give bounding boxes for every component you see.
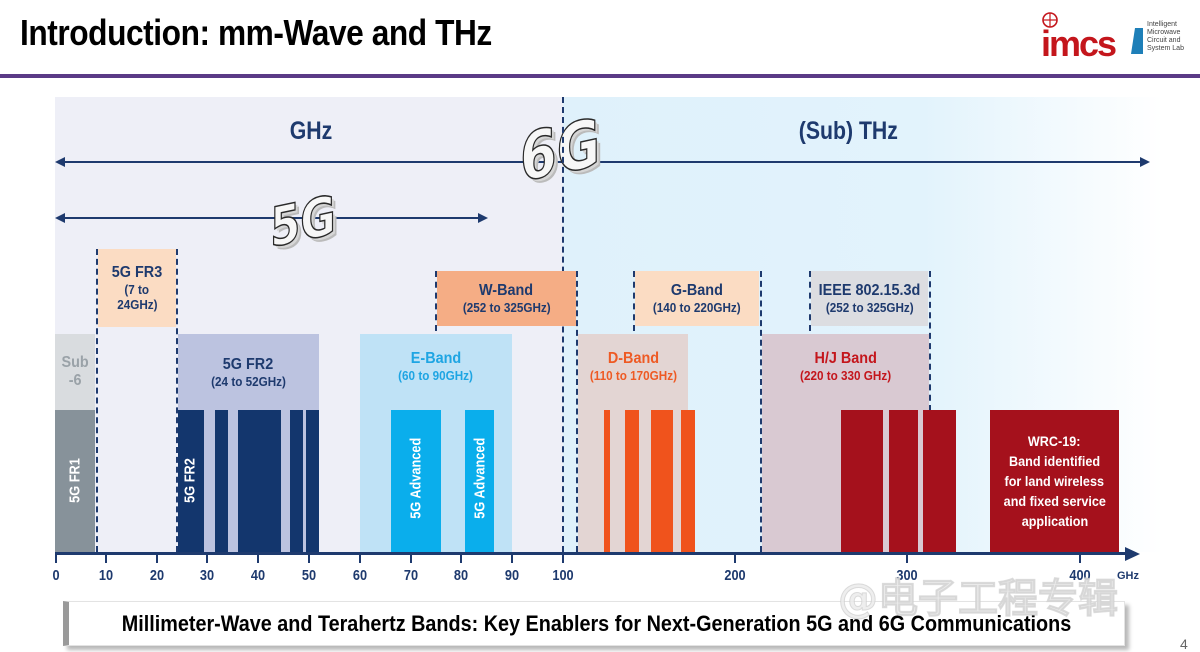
axis-tick: [410, 554, 412, 563]
axis-tick-label: 10: [98, 567, 114, 584]
arrow-right-icon: [478, 213, 488, 223]
axis-tick: [734, 554, 736, 563]
caption-box: Millimeter-Wave and Terahertz Bands: Key…: [63, 601, 1125, 646]
fr3-right-dash: [176, 249, 178, 552]
sub6-box: Sub -6: [55, 334, 95, 410]
axis-tick: [257, 554, 259, 563]
5g-advanced-label: 5G Advanced: [471, 437, 489, 519]
axis-tick-label: 0: [52, 567, 60, 584]
axis-tick-label: 80: [453, 567, 469, 584]
axis-tick-label: 70: [403, 567, 419, 584]
gband-left-dash: [633, 271, 635, 331]
axis-tick: [460, 554, 462, 563]
fr2-vertical-label: 5G FR2: [181, 458, 199, 503]
svg-text:imcs: imcs: [1041, 23, 1116, 63]
hjband-bar: [923, 410, 956, 552]
5g-advanced-bar: [391, 410, 441, 552]
logo-subtitle: Intelligent Microwave Circuit and System…: [1147, 21, 1184, 52]
axis-tick: [511, 554, 513, 563]
6g-range-arrow: [60, 161, 1145, 163]
axis-arrow-icon: [1125, 547, 1140, 561]
arrow-right-icon: [1140, 157, 1150, 167]
axis-tick: [206, 554, 208, 563]
axis-tick: [156, 554, 158, 563]
page-number: 4: [1180, 636, 1188, 652]
axis-tick: [359, 554, 361, 563]
fr3-box: 5G FR3 (7 to 24GHz): [98, 249, 176, 327]
wrc19-box: WRC-19: Band identified for land wireles…: [990, 410, 1119, 552]
slide-title: Introduction: mm-Wave and THz: [20, 12, 492, 53]
axis-tick-label: 50: [301, 567, 317, 584]
fr2-box: 5G FR2 (24 to 52GHz): [178, 334, 319, 410]
ieee-box: IEEE 802.15.3d (252 to 325GHz): [811, 271, 928, 326]
logo-emblem-icon: [1042, 12, 1058, 28]
5g-range-arrow: [60, 217, 482, 219]
axis-tick-label: 20: [149, 567, 165, 584]
fr2-bar: [215, 410, 228, 552]
fr2-bar: [238, 410, 281, 552]
wband-box: W-Band (252 to 325GHz): [437, 271, 576, 326]
axis-tick: [55, 554, 57, 563]
fr3-left-dash: [96, 249, 98, 552]
axis-tick-label: 300: [896, 567, 918, 584]
axis-tick: [308, 554, 310, 563]
dband-bar: [681, 410, 695, 552]
imcs-logo: imcs: [1041, 12, 1143, 63]
axis-unit: GHz: [1117, 570, 1139, 582]
fr2-bar: [290, 410, 303, 552]
thz-label: (Sub) THz: [798, 117, 898, 145]
caption-text: Millimeter-Wave and Terahertz Bands: Key…: [121, 610, 1072, 636]
dband-bar: [625, 410, 639, 552]
fr1-bar: [55, 410, 95, 552]
ieee-right-dash: [929, 271, 931, 411]
gband-box: G-Band (140 to 220GHz): [635, 271, 759, 326]
axis-tick-label: 60: [352, 567, 368, 584]
fr2-bar: [178, 410, 204, 552]
dband-bar: [604, 410, 610, 552]
hjband-bar: [889, 410, 918, 552]
watermark: @电子工程专辑: [838, 576, 1119, 623]
ghz-label: GHz: [289, 117, 333, 145]
wband-left-dash: [435, 271, 437, 331]
fr1-label: 5G FR1: [66, 458, 84, 503]
dband-bar: [651, 410, 673, 552]
axis-tick: [562, 554, 564, 563]
wband-right-dash: [576, 271, 578, 552]
fr2-bar: [306, 410, 319, 552]
axis-tick-label: 100: [552, 567, 574, 584]
axis-tick-label: 30: [199, 567, 215, 584]
title-divider: [0, 74, 1200, 78]
5g-advanced-label: 5G Advanced: [407, 437, 425, 519]
axis-tick: [105, 554, 107, 563]
axis-tick: [906, 554, 908, 563]
axis-tick-label: 90: [504, 567, 520, 584]
5g-advanced-bar: [465, 410, 494, 552]
axis-tick-label: 200: [724, 567, 746, 584]
axis-tick-label: 40: [250, 567, 266, 584]
axis-tick: [1079, 554, 1081, 563]
hjband-bar: [841, 410, 883, 552]
axis-tick-label: 400: [1069, 567, 1091, 584]
ieee-left-dash: [809, 271, 811, 331]
gband-right-dash: [760, 271, 762, 552]
frequency-axis: [55, 552, 1130, 555]
